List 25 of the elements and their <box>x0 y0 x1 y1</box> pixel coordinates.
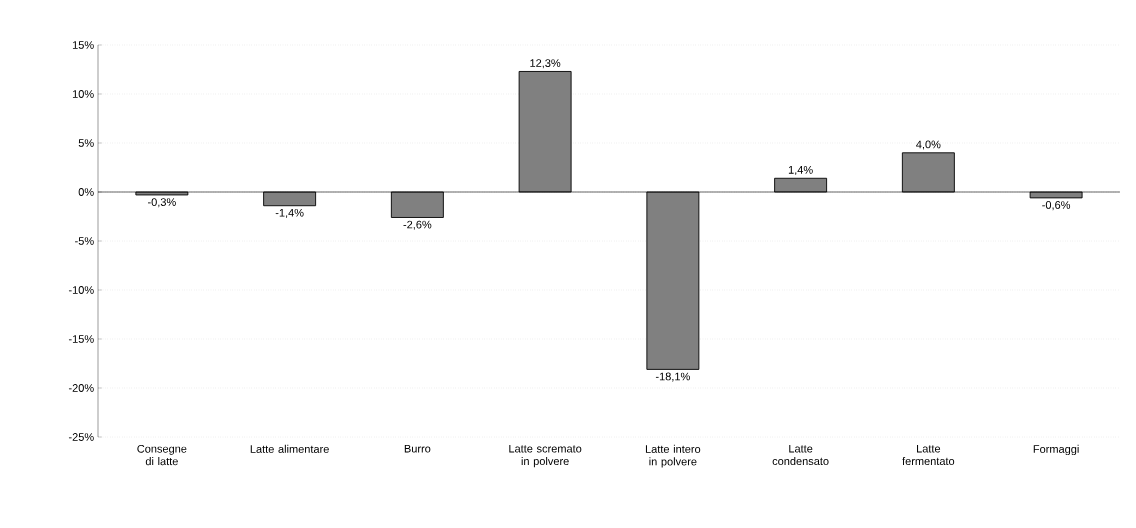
data-label: 4,0% <box>916 140 941 150</box>
data-label: 12,3% <box>530 59 561 69</box>
x-tick-label: Latte condensato <box>772 444 829 466</box>
x-tick-label: Latte fermentato <box>902 444 955 466</box>
y-tick-label: -5% <box>75 237 94 245</box>
x-tick-label: Latte intero in polvere <box>645 444 701 468</box>
y-tick-label: 10% <box>72 90 94 98</box>
data-label: 1,4% <box>788 166 813 176</box>
x-tick-label: Latte alimentare <box>250 444 329 453</box>
y-tick-label: 0% <box>78 188 94 196</box>
data-label: -2,6% <box>403 220 432 230</box>
data-label: -1,4% <box>275 208 304 218</box>
y-tick-label: -15% <box>68 335 94 343</box>
y-tick-label: -10% <box>68 286 94 294</box>
y-tick-label: -25% <box>68 433 94 441</box>
data-label: -18,1% <box>655 372 690 382</box>
x-tick-label: Consegne di latte <box>137 444 187 466</box>
x-tick-label: Latte scremato in polvere <box>509 444 582 468</box>
y-tick-label: 5% <box>78 139 94 147</box>
data-label: -0,6% <box>1042 201 1071 211</box>
x-tick-label: Burro <box>404 444 431 453</box>
x-tick-label: Formaggi <box>1033 444 1079 456</box>
y-tick-label: 15% <box>72 41 94 49</box>
data-label: -0,3% <box>147 198 176 208</box>
y-tick-label: -20% <box>68 384 94 392</box>
